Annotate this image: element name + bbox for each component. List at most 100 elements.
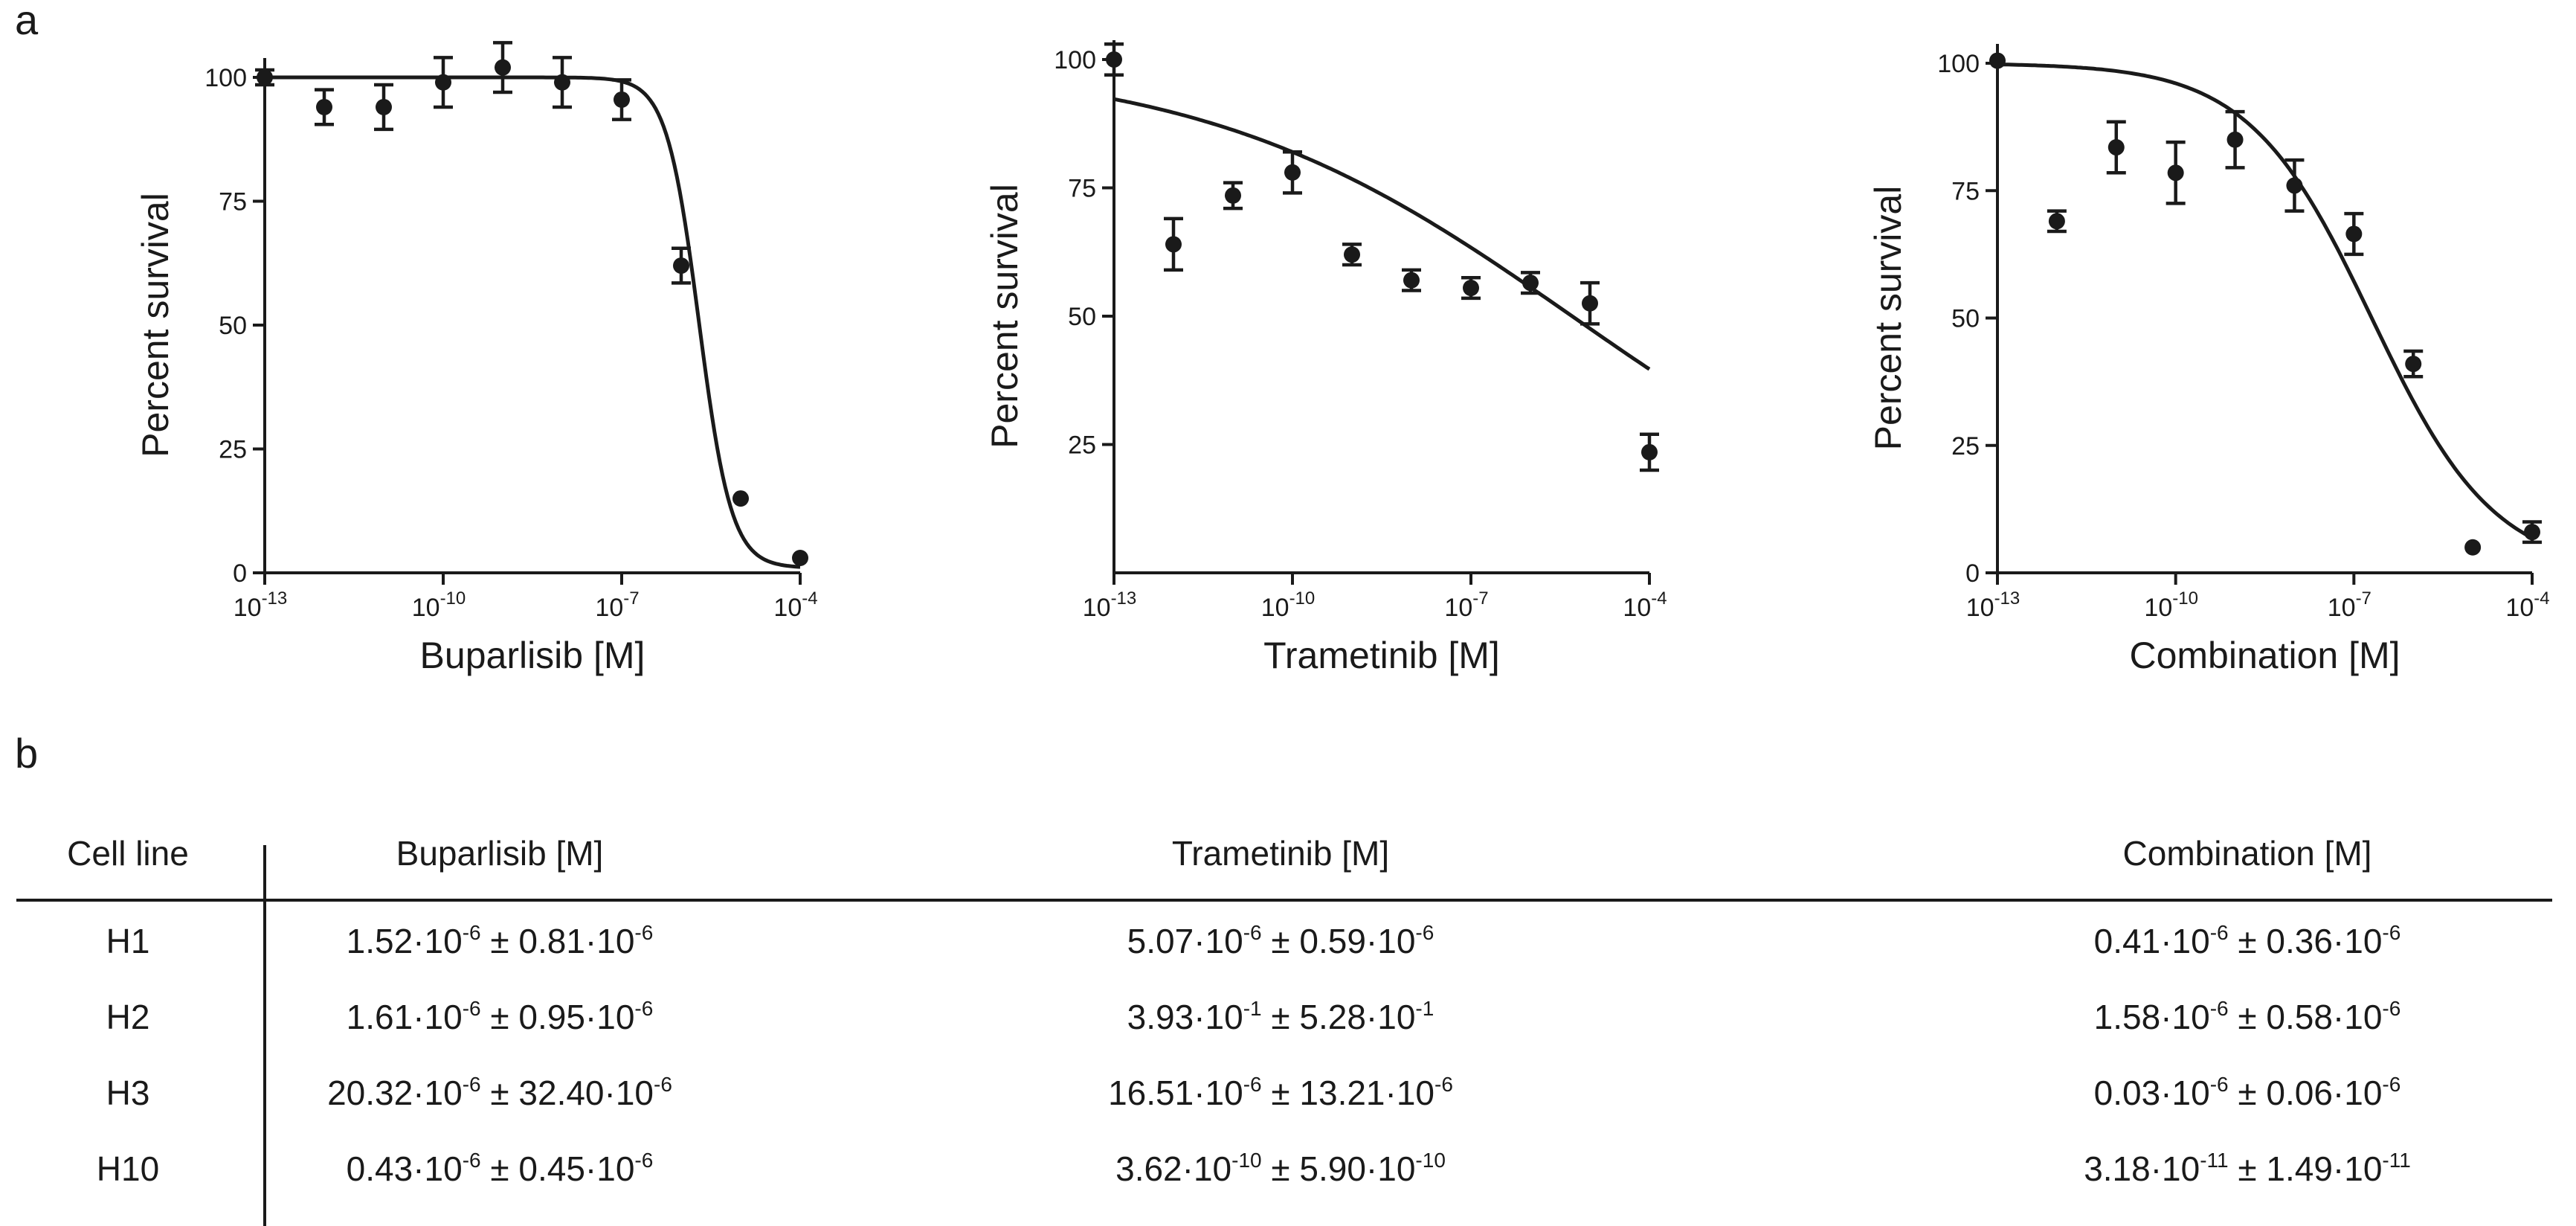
x-tick-label: 10-7 [595, 588, 639, 622]
combination-value: 1.58·10-6 ± 0.58·10-6 [2093, 997, 2401, 1036]
data-point [792, 550, 808, 567]
data-point [1403, 272, 1420, 289]
charts-canvas: 0 25 50 75 100 10-13 10-10 10-7 10-4 Buparlisib [… [135, 40, 2550, 676]
data-point [1989, 52, 2006, 69]
buparlisib-value: 20.32·10-6 ± 32.40·10-6 [327, 1073, 672, 1112]
buparlisib-value: 1.61·10-6 ± 0.95·10-6 [346, 997, 654, 1036]
buparlisib-value: 1.52·10-6 ± 0.81·10-6 [346, 921, 654, 960]
cell-line-name: H1 [106, 922, 150, 960]
x-tick-label: 10-7 [2328, 588, 2371, 622]
trametinib-value: 3.62·10-10 ± 5.90·10-10 [1115, 1149, 1446, 1188]
data-point [376, 98, 392, 115]
data-point [495, 59, 511, 76]
data-point [1582, 295, 1598, 312]
table-row: H10 0.43·10-6 ± 0.45·10-6 3.62·10-10 ± 5.9… [16, 1149, 2552, 1223]
y-tick-label: 75 [1068, 175, 1096, 203]
chart-1: 0 25 50 75 100 10-13 10-10 10-7 10-4 Buparlisib [… [135, 41, 818, 676]
panel-label-b: b [15, 730, 39, 777]
data-point [554, 74, 570, 91]
data-point [2464, 539, 2482, 556]
x-tick-label: 10-13 [1083, 588, 1137, 622]
data-point [2345, 225, 2363, 243]
x-tick-label: 10-4 [1623, 588, 1667, 622]
data-point [1284, 164, 1301, 181]
data-point [2405, 356, 2422, 373]
y-tick-label: 100 [1937, 50, 1980, 78]
x-tick-label: 10-10 [1261, 588, 1316, 622]
combination-value: 3.18·10-11 ± 1.49·10-11 [2084, 1149, 2411, 1188]
data-point [2286, 177, 2303, 194]
x-tick-label: 10-4 [773, 588, 817, 622]
y-tick-label: 0 [1965, 559, 1980, 588]
y-tick-label: 25 [219, 436, 247, 464]
data-point [614, 91, 630, 108]
data-point [435, 74, 451, 91]
x-axis-title: Trametinib [M] [1263, 635, 1500, 676]
header-trametinib: Trametinib [M] [1171, 834, 1390, 873]
fit-curve [265, 75, 801, 569]
combination-value: 0.03·10-6 ± 0.06·10-6 [2093, 1073, 2401, 1112]
table-row: H2 1.61·10-6 ± 0.95·10-6 3.93·10-1 ± 5.28·… [16, 997, 2552, 1071]
chart-1-axes [263, 58, 800, 574]
trametinib-value: 5.07·10-6 ± 0.59·10-6 [1127, 921, 1434, 960]
y-tick-label: 50 [1068, 303, 1096, 331]
y-tick-label: 0 [233, 559, 247, 588]
table-header-rule [16, 899, 2552, 902]
data-point [673, 257, 689, 275]
x-axis-title: Buparlisib [M] [420, 635, 645, 676]
data-point [2167, 164, 2184, 182]
y-tick-label: 75 [1951, 177, 1980, 205]
trametinib-value: 3.93·10-1 ± 5.28·10-1 [1127, 997, 1434, 1036]
data-point [732, 490, 749, 507]
x-tick-label: 10-4 [2505, 588, 2549, 622]
y-tick-label: 50 [219, 312, 247, 340]
data-point [1165, 236, 1182, 253]
cell-line-name: H10 [96, 1149, 160, 1188]
data-point [1225, 187, 1241, 204]
data-point [2524, 524, 2540, 541]
panel-label-a: a [15, 0, 39, 43]
x-axis-title: Combination [M] [2129, 635, 2400, 676]
combination-value: 0.41·10-6 ± 0.36·10-6 [2093, 921, 2401, 960]
y-axis-title: Percent survival [984, 184, 1025, 449]
chart-3-axes [1996, 44, 2532, 574]
table-row: H3 20.32·10-6 ± 32.40·10-6 16.51·10-6 ± 13… [16, 1073, 2552, 1147]
buparlisib-value: 0.43·10-6 ± 0.45·10-6 [346, 1149, 654, 1188]
x-tick-label: 10-10 [412, 588, 466, 622]
data-point [1344, 246, 1360, 263]
header-combination: Combination [M] [2122, 834, 2372, 873]
y-tick-label: 100 [205, 64, 247, 92]
cell-line-name: H3 [106, 1073, 150, 1112]
y-tick-label: 25 [1068, 431, 1096, 460]
fit-curve [1997, 62, 2534, 540]
x-tick-label: 10-13 [234, 588, 288, 622]
x-tick-label: 10-10 [2144, 588, 2198, 622]
data-point [2108, 139, 2125, 156]
y-tick-label: 75 [219, 188, 247, 216]
y-tick-label: 100 [1054, 46, 1096, 74]
data-point [2226, 131, 2244, 148]
x-tick-label: 10-13 [1966, 588, 2020, 622]
data-point [1463, 280, 1479, 297]
table-column-divider [263, 845, 266, 1226]
data-point [316, 98, 332, 115]
table-row: H1 1.52·10-6 ± 0.81·10-6 5.07·10-6 ± 0.59·… [16, 921, 2552, 995]
y-axis-title: Percent survival [135, 193, 176, 458]
data-point [257, 69, 273, 86]
data-point [2048, 213, 2065, 230]
y-tick-label: 50 [1951, 305, 1980, 333]
y-axis-title: Percent survival [1867, 186, 1909, 451]
data-point [1106, 51, 1122, 68]
fit-curve [1113, 97, 1651, 371]
data-point [1641, 443, 1658, 460]
data-point [1522, 275, 1539, 292]
header-cell-line: Cell line [67, 834, 189, 873]
x-tick-label: 10-7 [1444, 588, 1488, 622]
chart-2: 25 50 75 100 10-13 10-10 10-7 10-4 Trametinib [M… [984, 40, 1667, 676]
trametinib-value: 16.51·10-6 ± 13.21·10-6 [1108, 1073, 1453, 1112]
cell-line-name: H2 [106, 998, 150, 1036]
chart-3: 0 25 50 75 100 10-13 10-10 10-7 10-4 Combination … [1867, 44, 2550, 676]
table-header-row: Cell line Buparlisib [M] Trametinib [M] … [16, 833, 2552, 908]
y-tick-label: 25 [1951, 432, 1980, 460]
header-buparlisib: Buparlisib [M] [396, 834, 604, 873]
